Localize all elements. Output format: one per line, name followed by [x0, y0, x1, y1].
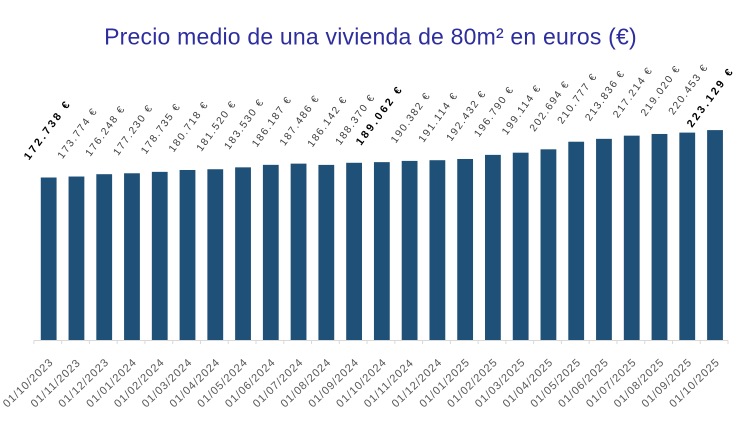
svg-text:Precio medio de una vivienda d: Precio medio de una vivienda de 80m² en … [104, 24, 637, 50]
